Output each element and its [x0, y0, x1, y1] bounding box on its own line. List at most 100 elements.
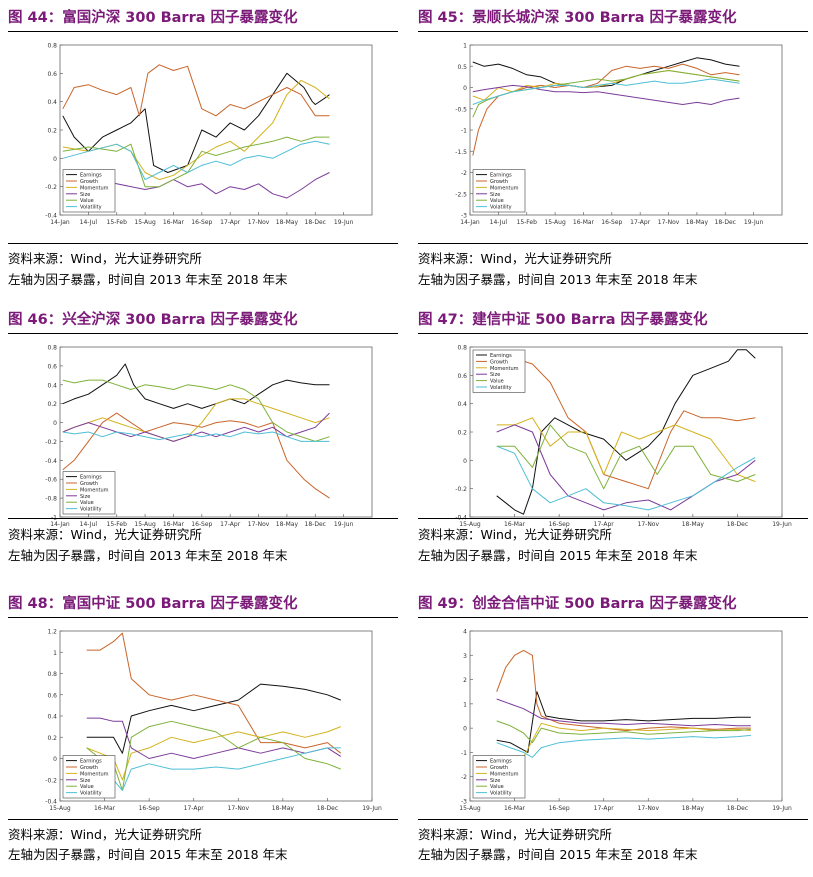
source-note: 资料来源：Wind，光大证券研究所 — [418, 527, 612, 542]
y-tick-label: 0.2 — [47, 735, 57, 742]
x-tick-label: 15-Aug — [134, 219, 156, 226]
axis-note: 左轴为因子暴露，时间自 2015 年末至 2018 年末 — [418, 847, 698, 862]
legend-label: Momentum — [490, 771, 519, 777]
legend-label: Size — [490, 372, 500, 378]
x-tick-label: 14-Jul — [490, 219, 508, 226]
y-tick-label: -0.5 — [455, 106, 467, 113]
series-line-value — [496, 424, 756, 490]
title-rule — [8, 333, 398, 334]
source-note: 资料来源：Wind，光大证券研究所 — [418, 251, 612, 266]
figure-title: 图 49：创金合信中证 500 Barra 因子暴露变化 — [418, 596, 737, 612]
x-tick-label: 17-Nov — [248, 219, 270, 226]
title-rule — [418, 333, 808, 334]
chart-area: -0.4 -0.2 0 0.2 0.4 0.6 0.8 14-Jan 14-Jul 15-Feb 1… — [8, 37, 398, 237]
line-chart: -1-0.8-0.6-0.4-0.200.20.40.60.814-Jan 14-… — [45, 345, 373, 528]
x-tick-label: 16-Sep — [549, 805, 570, 812]
legend-box — [472, 755, 526, 799]
axis-note: 左轴为因子暴露，时间自 2013 年末至 2018 年末 — [8, 272, 288, 287]
source-note: 资料来源：Wind，光大证券研究所 — [8, 827, 202, 842]
legend-label: Momentum — [490, 185, 519, 191]
y-tick-label: -0.8 — [45, 496, 57, 503]
y-tick-label: -2.5 — [455, 191, 467, 198]
legend-label: Growth — [80, 481, 98, 487]
title-rule — [418, 617, 808, 618]
y-tick-label: 0.8 — [47, 43, 57, 50]
legend-label: Size — [80, 192, 90, 198]
y-tick-label: 0.4 — [47, 99, 57, 106]
y-tick-label: 3 — [463, 653, 467, 660]
y-tick-label: 0.8 — [457, 345, 467, 352]
y-tick-label: 0.6 — [457, 373, 467, 380]
x-tick-label: 16-Mar — [504, 805, 526, 812]
x-tick-label: 18-Dec — [715, 219, 736, 226]
x-tick-label: 18-Dec — [317, 805, 338, 812]
legend-box — [62, 755, 116, 799]
y-tick-label: 1 — [463, 701, 467, 708]
legend-label: Volatility — [80, 507, 102, 513]
chart-area: -0.4 -0.2 0 0.2 0.4 0.6 0.8 1 1.2 15-Aug 16-Mar 16-… — [8, 623, 398, 823]
line-chart: -0.4 -0.2 0 0.2 0.4 0.6 0.8 14-Jan 14-Jul 15-Feb 1… — [45, 43, 373, 226]
figure-45-panel: 图 45：景顺长城沪深 300 Barra 因子暴露变化 -3 -2.5 -2 -1.… — [418, 6, 808, 291]
x-tick-label: 18-Dec — [305, 219, 326, 226]
legend-label: Growth — [490, 359, 508, 365]
legend-label: Volatility — [80, 791, 102, 797]
legend-label: Earnings — [80, 173, 102, 179]
x-tick-label: 14-Jan — [50, 521, 70, 528]
x-tick-label: 19-Jun — [362, 805, 382, 812]
y-tick-label: -0.4 — [45, 458, 57, 465]
line-chart: -0.4-0.200.20.40.60.815-Aug 16-Mar 16-Sep 1… — [455, 345, 792, 529]
source-note: 资料来源：Wind，光大证券研究所 — [8, 527, 202, 542]
legend-label: Growth — [490, 179, 508, 185]
y-tick-label: -0.2 — [45, 184, 57, 191]
y-tick-label: -1 — [461, 750, 467, 757]
y-tick-label: 1 — [463, 43, 467, 50]
figure-title: 图 45：景顺长城沪深 300 Barra 因子暴露变化 — [418, 10, 737, 26]
legend-label: Value — [490, 379, 504, 385]
y-tick-label: -0.4 — [45, 799, 57, 806]
y-tick-label: 0 — [463, 458, 467, 465]
x-tick-label: 14-Jul — [80, 219, 98, 226]
legend-label: Volatility — [490, 385, 512, 391]
series-line-size — [86, 717, 342, 759]
x-tick-label: 15-Aug — [459, 805, 481, 812]
chart-area: -1 -0.8 -0.6 -0.4 -0.2 0 0.2 0.4 0.6 0.8 14-Jan 14-… — [8, 339, 398, 539]
x-tick-label: 16-Mar — [573, 219, 595, 226]
series-line-volatility — [86, 747, 341, 791]
legend-label: Size — [490, 192, 500, 198]
bottom-rule — [418, 243, 808, 244]
series-line-value — [62, 136, 330, 188]
axis-note: 左轴为因子暴露，时间自 2015 年末至 2018 年末 — [418, 548, 698, 563]
legend-label: Volatility — [490, 791, 512, 797]
x-tick-label: 16-Mar — [163, 521, 185, 528]
x-tick-label: 15-Aug — [49, 805, 71, 812]
bottom-rule — [418, 518, 808, 519]
y-tick-label: 0 — [463, 726, 467, 733]
legend-label: Value — [80, 784, 94, 790]
legend-label: Earnings — [80, 759, 102, 765]
x-tick-label: 15-Feb — [107, 521, 128, 528]
series-line-volatility — [496, 445, 756, 511]
y-tick-label: -0.2 — [45, 777, 57, 784]
x-tick-label: 18-May — [276, 521, 299, 528]
y-tick-label: 0.4 — [457, 401, 467, 408]
y-tick-label: 2 — [463, 677, 467, 684]
y-tick-label: 0 — [53, 156, 57, 163]
y-tick-label: 0.8 — [47, 345, 57, 352]
axis-note: 左轴为因子暴露，时间自 2015 年末至 2018 年末 — [8, 847, 288, 862]
y-tick-label: 0.5 — [457, 64, 467, 71]
x-tick-label: 15-Aug — [544, 219, 566, 226]
series-line-earnings — [496, 691, 751, 753]
y-tick-label: 0.2 — [457, 430, 467, 437]
legend-label: Growth — [80, 179, 98, 185]
x-tick-label: 16-Mar — [94, 805, 116, 812]
y-tick-label: 0 — [53, 756, 57, 763]
figure-44-panel: 图 44：富国沪深 300 Barra 因子暴露变化 -0.4 -0.2 0 0.2 0… — [8, 6, 398, 291]
bottom-rule — [8, 518, 398, 519]
y-tick-label: -1.5 — [455, 149, 467, 156]
legend-label: Value — [80, 500, 94, 506]
bottom-rule — [418, 819, 808, 820]
series-line-volatility — [472, 78, 740, 105]
title-rule — [8, 31, 398, 32]
figure-title: 图 46：兴全沪深 300 Barra 因子暴露变化 — [8, 312, 298, 328]
x-tick-label: 18-Dec — [727, 521, 748, 528]
